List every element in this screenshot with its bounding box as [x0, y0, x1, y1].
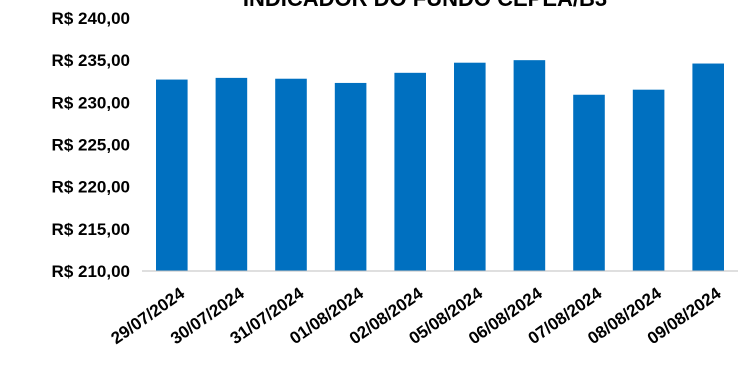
bar	[156, 79, 188, 272]
bar	[573, 94, 605, 271]
bar	[215, 77, 248, 271]
bar	[454, 62, 486, 271]
x-axis: 29/07/202430/07/202431/07/202401/08/2024…	[107, 283, 724, 348]
y-tick-label: R$ 230,00	[52, 93, 130, 112]
bar	[394, 72, 426, 271]
y-axis: R$ 210,00 R$ 215,00 R$ 220,00 R$ 225,00 R$ 2…	[52, 9, 130, 281]
y-tick-label: R$ 240,00	[52, 9, 130, 28]
bar	[334, 82, 367, 271]
y-tick-label: R$ 215,00	[52, 220, 130, 239]
chart-title: INDICADOR DO FUNDO CEPEA/B3	[243, 0, 607, 11]
y-tick-label: R$ 220,00	[52, 178, 130, 197]
bar	[632, 89, 665, 271]
y-tick-label: R$ 210,00	[52, 262, 130, 281]
bar	[513, 60, 546, 271]
y-tick-label: R$ 225,00	[52, 136, 130, 155]
y-tick-label: R$ 235,00	[52, 51, 130, 70]
bar	[275, 78, 307, 271]
bars	[156, 60, 724, 272]
bar	[692, 63, 724, 271]
